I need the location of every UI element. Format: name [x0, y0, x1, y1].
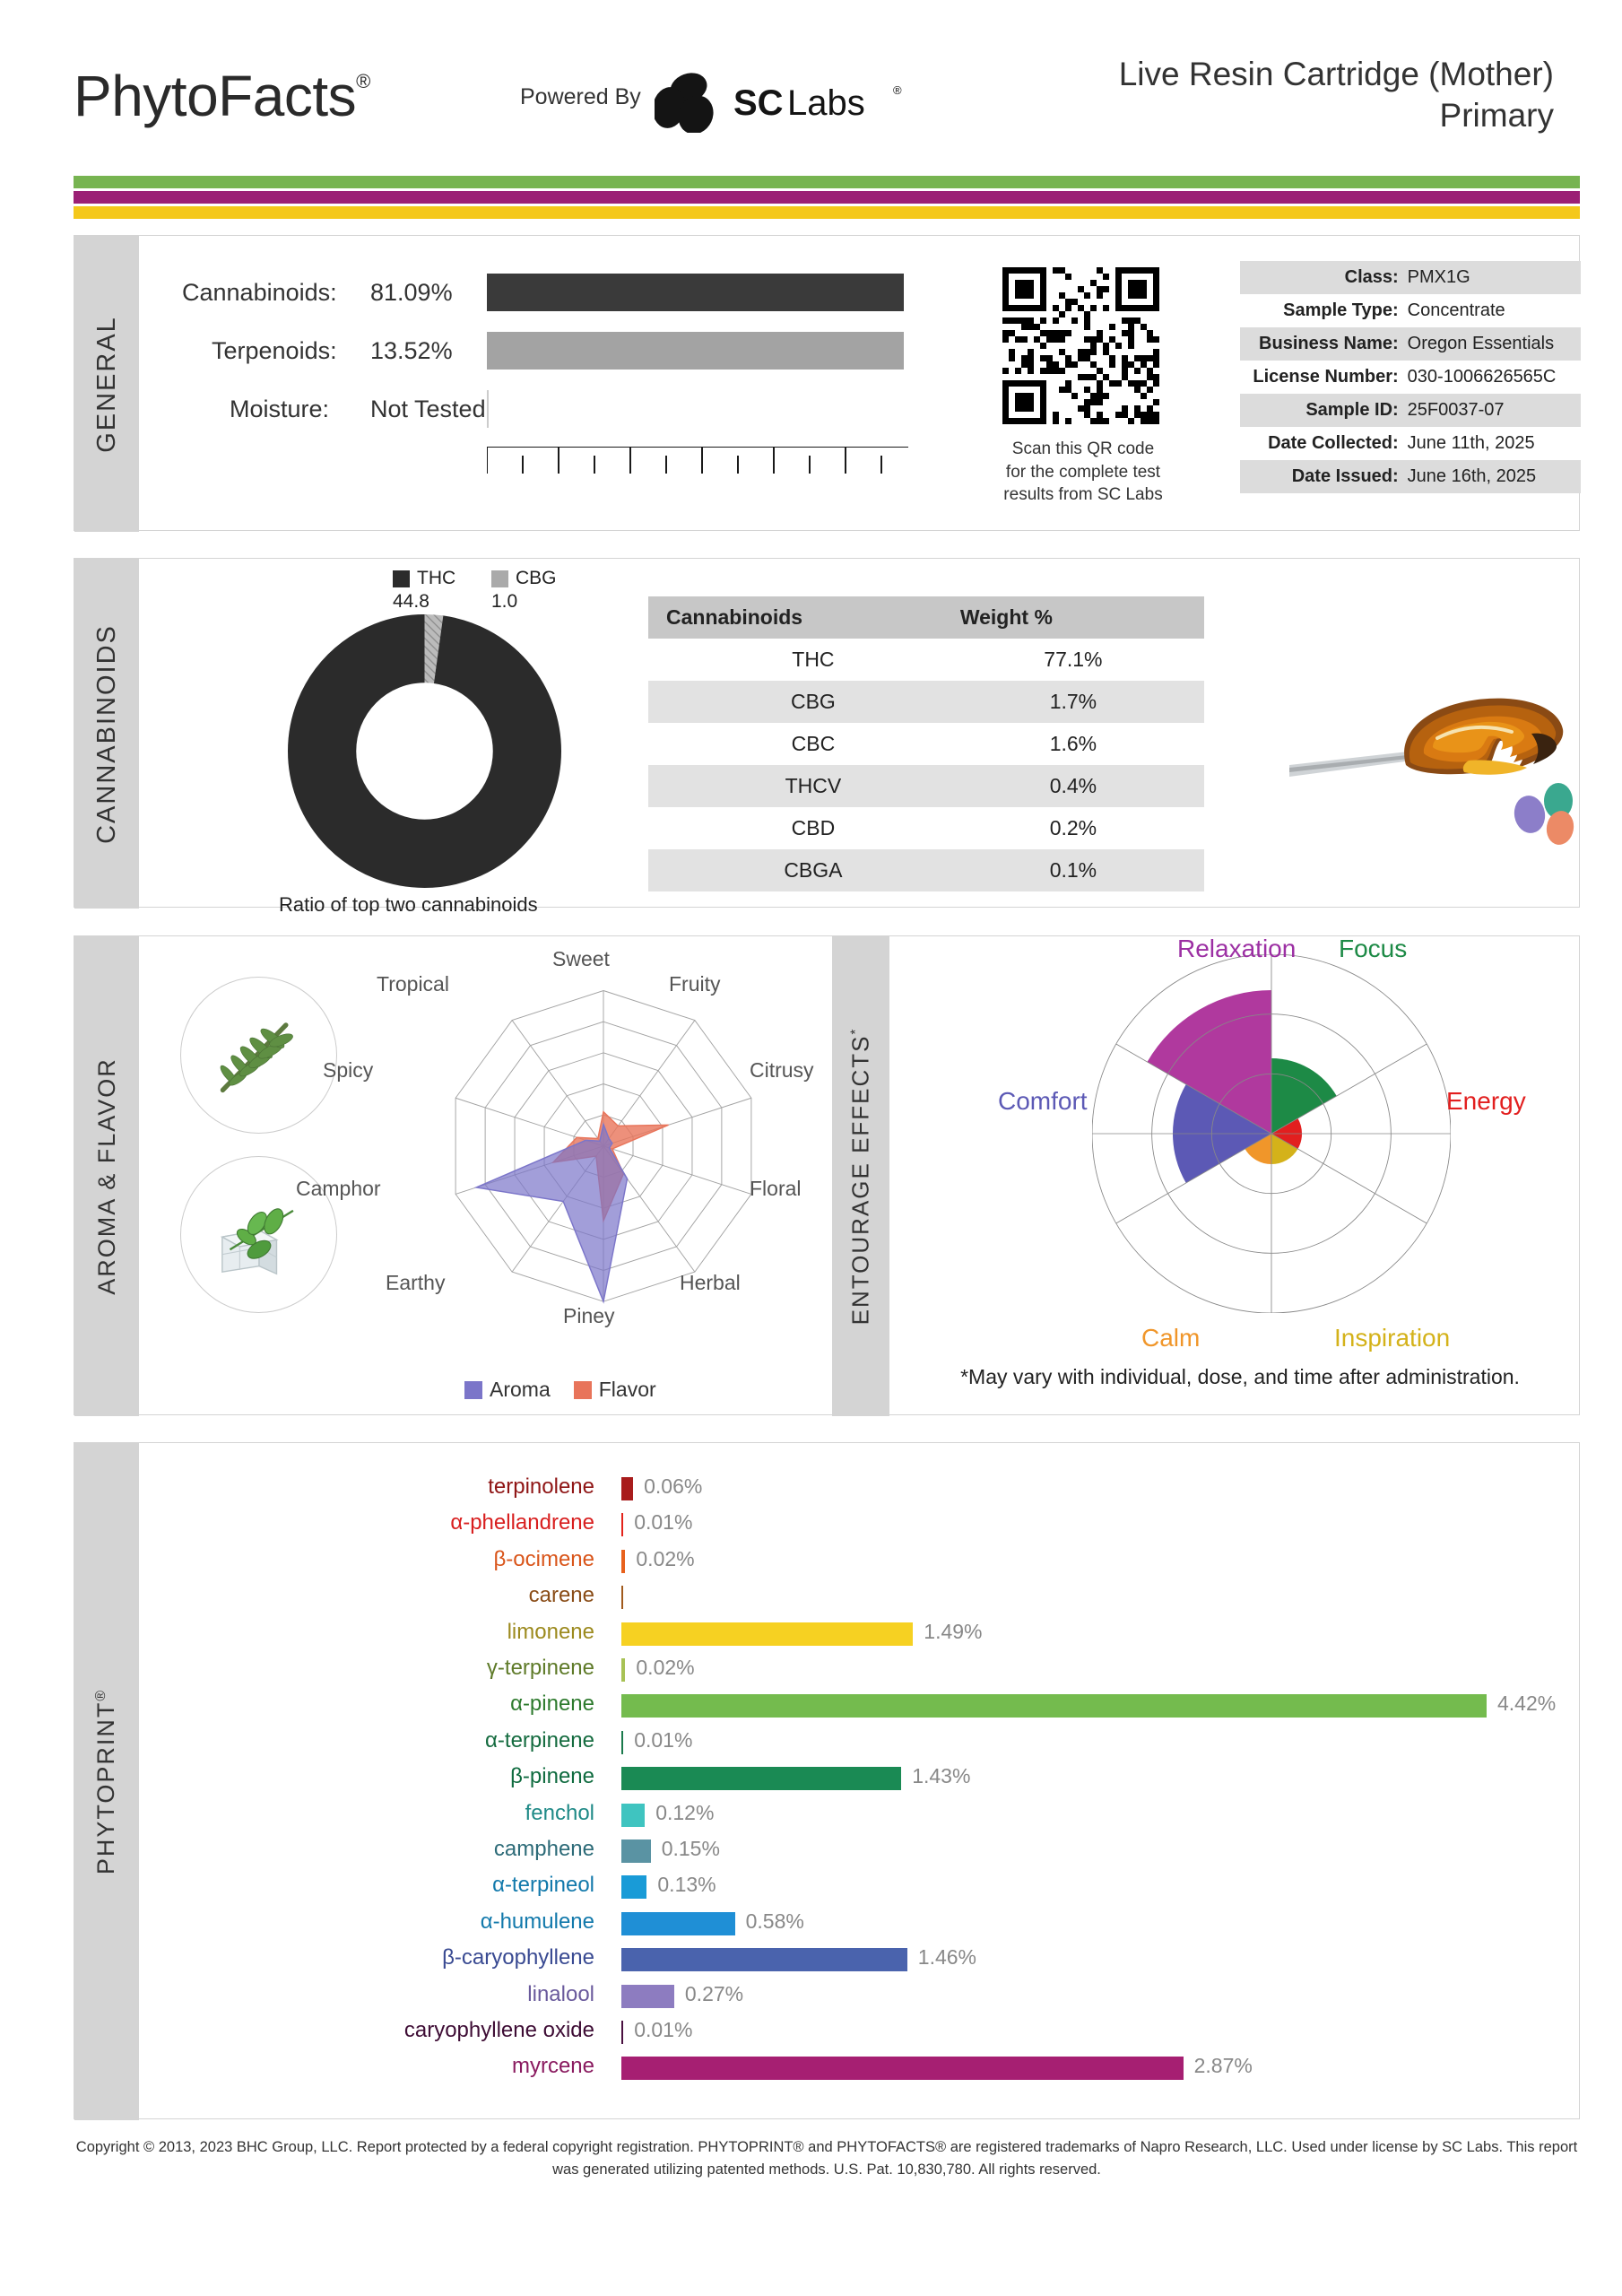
svg-text:®: ®	[893, 83, 902, 97]
svg-text:Labs: Labs	[787, 83, 865, 123]
svg-text:SC: SC	[733, 83, 784, 123]
